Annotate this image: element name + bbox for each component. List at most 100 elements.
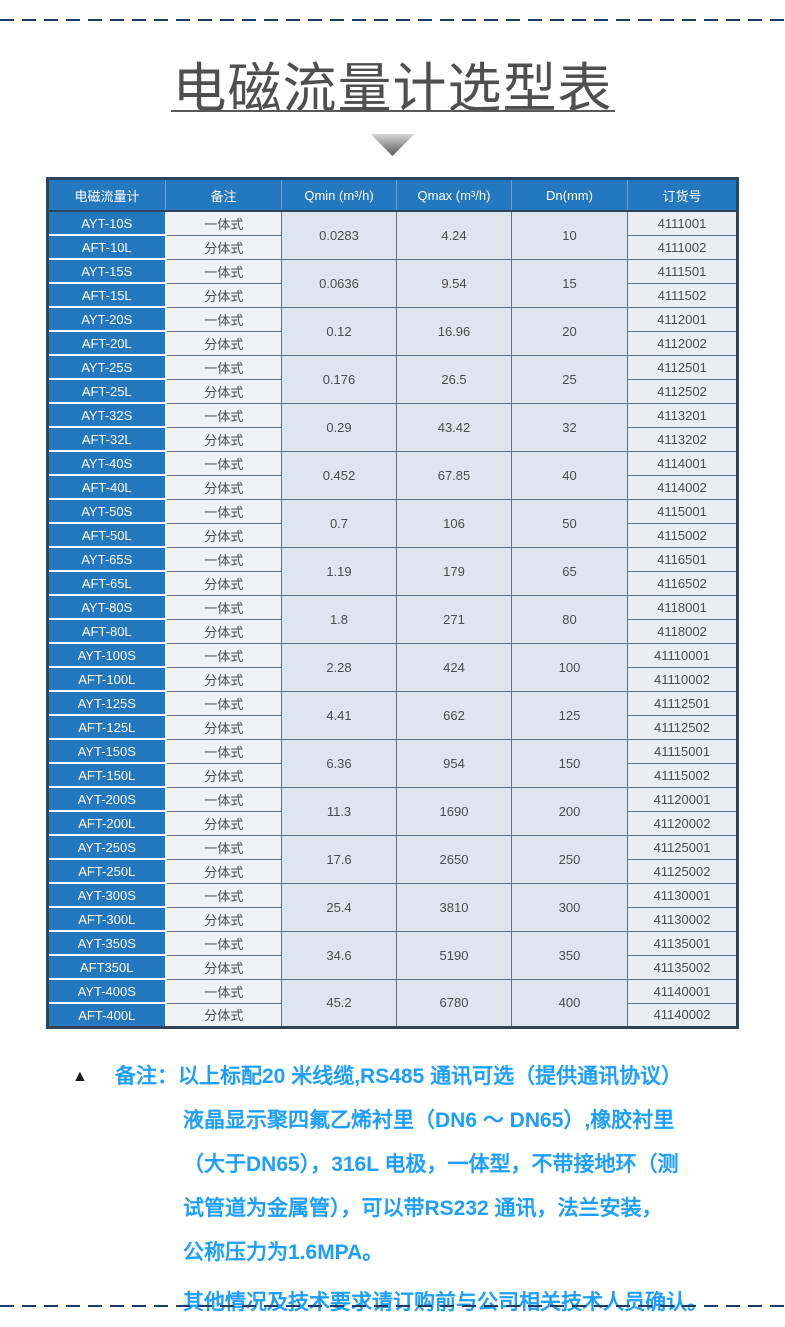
header-cell-dn: Dn(mm) [511,178,628,212]
qmin-cell: 11.3 [281,786,397,836]
model-cell: AYT-200S [46,786,167,812]
order-cell: 41135001 [627,930,738,956]
qmin-cell: 0.12 [281,306,397,356]
table-row: AYT-32S 一体式 0.29 43.42 32 4113201 [46,402,738,452]
order-cell: 4113201 [627,402,738,428]
order-cell: 4113202 [627,426,738,452]
model-cell: AYT-32S [46,402,167,428]
qmax-cell: 5190 [396,930,512,980]
model-cell: AFT-40L [46,474,167,500]
qmax-cell: 2650 [396,834,512,884]
dn-cell: 100 [511,642,628,692]
note-cell: 分体式 [165,234,282,260]
qmax-cell: 424 [396,642,512,692]
qmin-cell: 6.36 [281,738,397,788]
table-row: AFT-80L 分体式 4118002 [46,618,738,644]
notes-line: （大于DN65），316L 电极，一体型，不带接地环（测 [183,1153,679,1177]
dn-cell: 300 [511,882,628,932]
order-cell: 4115001 [627,498,738,524]
order-cell: 4111502 [627,282,738,308]
top-dashed-divider [0,19,785,21]
qmin-cell: 34.6 [281,930,397,980]
order-cell: 41112501 [627,690,738,716]
dn-cell: 20 [511,306,628,356]
order-cell: 41115001 [627,738,738,764]
qmin-cell: 2.28 [281,642,397,692]
qmax-cell: 16.96 [396,306,512,356]
order-cell: 4115002 [627,522,738,548]
note-cell: 分体式 [165,426,282,452]
order-cell: 41140002 [627,1002,738,1028]
table-row: AYT-150S 一体式 6.36 954 150 41115001 [46,738,738,788]
order-cell: 41120001 [627,786,738,812]
dn-cell: 400 [511,978,628,1028]
order-cell: 4112001 [627,306,738,332]
order-cell: 4112002 [627,330,738,356]
qmin-cell: 0.0283 [281,210,397,260]
order-cell: 4112501 [627,354,738,380]
note-cell: 分体式 [165,666,282,692]
table-row: AYT-25S 一体式 0.176 26.5 25 4112501 [46,354,738,404]
model-cell: AYT-25S [46,354,167,380]
model-cell: AFT-150L [46,762,167,788]
model-cell: AYT-150S [46,738,167,764]
table-row: AFT-150L 分体式 41115002 [46,762,738,788]
qmin-cell: 25.4 [281,882,397,932]
qmax-cell: 26.5 [396,354,512,404]
note-cell: 分体式 [165,330,282,356]
note-cell: 一体式 [165,498,282,524]
qmax-cell: 6780 [396,978,512,1028]
dn-cell: 40 [511,450,628,500]
model-cell: AYT-65S [46,546,167,572]
table-row: AFT-100L 分体式 41110002 [46,666,738,692]
model-cell: AFT-80L [46,618,167,644]
table-header-row: 电磁流量计 备注 Qmin (m³/h) Qmax (m³/h) Dn(mm) … [47,178,738,212]
table-row: AFT-25L 分体式 4112502 [46,378,738,404]
note-cell: 一体式 [165,786,282,812]
note-cell: 一体式 [165,546,282,572]
note-cell: 一体式 [165,642,282,668]
order-cell: 41120002 [627,810,738,836]
table-row: AYT-200S 一体式 11.3 1690 200 41120001 [46,786,738,836]
notes-footer: 其他情况及技术要求请订购前与公司相关技术人员确认。 [183,1291,708,1315]
model-cell: AFT-125L [46,714,167,740]
note-cell: 分体式 [165,474,282,500]
order-cell: 41125002 [627,858,738,884]
qmin-cell: 0.0636 [281,258,397,308]
table-row: AYT-80S 一体式 1.8 271 80 4118001 [46,594,738,644]
notes-line: 液晶显示聚四氟乙烯衬里（DN6 ～ DN65）,橡胶衬里 [183,1109,675,1133]
order-cell: 4114001 [627,450,738,476]
order-cell: 4112502 [627,378,738,404]
down-arrow-icon [370,134,415,156]
qmin-cell: 45.2 [281,978,397,1028]
header-cell-model: 电磁流量计 [47,178,166,212]
note-cell: 一体式 [165,882,282,908]
note-cell: 分体式 [165,714,282,740]
qmax-cell: 662 [396,690,512,740]
model-cell: AFT-300L [46,906,167,932]
table-row: AYT-65S 一体式 1.19 179 65 4116501 [46,546,738,596]
qmax-cell: 67.85 [396,450,512,500]
table-row: AFT-20L 分体式 4112002 [46,330,738,356]
model-cell: AYT-300S [46,882,167,908]
table-row: AYT-250S 一体式 17.6 2650 250 41125001 [46,834,738,884]
order-cell: 4118001 [627,594,738,620]
order-cell: 41130001 [627,882,738,908]
model-cell: AYT-15S [46,258,167,284]
header-cell-note: 备注 [165,178,282,212]
dn-cell: 80 [511,594,628,644]
qmin-cell: 0.452 [281,450,397,500]
table-row: AYT-125S 一体式 4.41 662 125 41112501 [46,690,738,740]
header-cell-qmax: Qmax (m³/h) [396,178,512,212]
dn-cell: 200 [511,786,628,836]
model-cell: AFT-10L [46,234,167,260]
table-row: AYT-100S 一体式 2.28 424 100 41110001 [46,642,738,692]
table-row: AFT-250L 分体式 41125002 [46,858,738,884]
dn-cell: 10 [511,210,628,260]
note-triangle-icon: ▲ [72,1068,88,1086]
qmin-cell: 1.19 [281,546,397,596]
header-cell-qmin: Qmin (m³/h) [281,178,397,212]
model-cell: AFT-100L [46,666,167,692]
note-cell: 分体式 [165,954,282,980]
table-row: AYT-300S 一体式 25.4 3810 300 41130001 [46,882,738,932]
